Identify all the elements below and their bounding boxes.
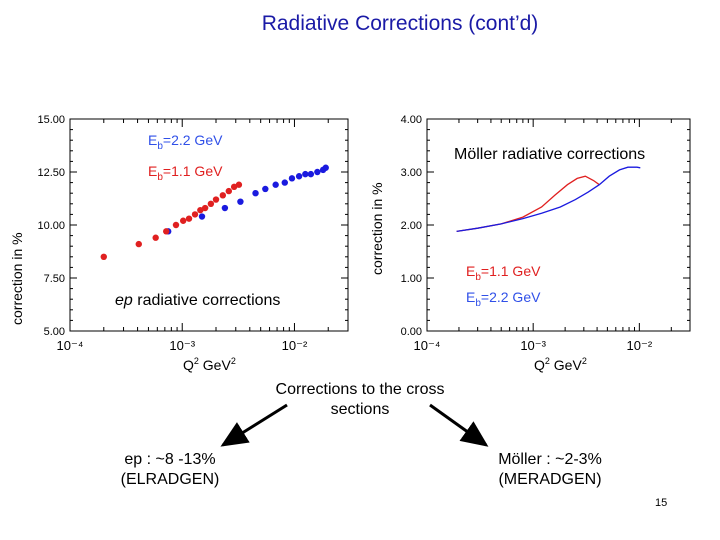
data-point [314, 168, 321, 176]
page-number: 15 [655, 497, 668, 509]
x-tick-label: 10⁻³ [169, 338, 195, 353]
legend-entry-2-2gev: Eb=2.2 GeV [466, 289, 541, 309]
y-tick-label: 4.00 [401, 114, 422, 126]
y-tick-label: 12.50 [37, 167, 65, 179]
y-axis-label: correction in % [369, 182, 385, 275]
data-point [262, 185, 269, 193]
data-point [219, 192, 227, 199]
moller-result-line2: (MERADGEN) [498, 471, 602, 488]
slide-title: Radiative Corrections (cont’d) [261, 12, 539, 35]
data-point [163, 228, 170, 235]
legend-entry-2-2gev: Eb=2.2 GeV [148, 132, 223, 152]
x-tick-label: 10⁻³ [520, 338, 546, 353]
data-point [191, 211, 199, 218]
ep-result: ep : ~8 -13% (ELRADGEN) [90, 450, 250, 490]
series-line [456, 166, 641, 233]
data-point [198, 213, 206, 220]
data-point [207, 200, 215, 207]
data-point [302, 170, 309, 178]
ep-annotation: ep radiative corrections [115, 292, 280, 309]
legend-entry-1-1gev: Eb=1.1 GeV [466, 263, 541, 283]
y-tick-label: 7.50 [44, 273, 65, 285]
y-tick-label: 3.00 [401, 167, 422, 179]
y-tick-label: 5.00 [44, 326, 65, 338]
moller-result: Möller : ~2-3% (MERADGEN) [470, 450, 630, 490]
y-tick-label: 10.00 [37, 220, 65, 232]
arrow-left [220, 403, 288, 447]
legend-entry-1-1gev: Eb=1.1 GeV [148, 163, 223, 183]
data-point [281, 179, 288, 186]
data-point [221, 204, 229, 212]
data-point [295, 173, 303, 180]
x-tick-label: 10⁻⁴ [414, 338, 441, 353]
center-caption: Corrections to the cross sections [275, 381, 445, 418]
x-tick-label: 10⁻² [627, 338, 653, 353]
data-point [322, 164, 329, 171]
data-point [179, 217, 187, 224]
arrow-right [429, 403, 489, 447]
y-tick-label: 15.00 [37, 114, 65, 126]
moller-annotation: Möller radiative corrections [454, 146, 645, 163]
data-point [237, 198, 244, 205]
ep-result-line2: (ELRADGEN) [120, 471, 220, 488]
moller-result-line1: Möller : ~2-3% [498, 451, 602, 468]
data-point [201, 204, 209, 212]
data-point [307, 170, 315, 178]
data-point [100, 253, 107, 260]
data-point [152, 234, 159, 241]
y-tick-label: 0.00 [401, 326, 422, 338]
y-axis-label: correction in % [9, 232, 25, 325]
ep-result-line1: ep : ~8 -13% [124, 451, 216, 468]
y-tick-label: 2.00 [401, 220, 422, 232]
moller-chart: correction in % 0.00 1.00 2.00 3.00 4.00 10⁻⁴… [369, 114, 691, 373]
x-tick-label: 10⁻⁴ [57, 338, 84, 353]
data-point [172, 221, 180, 229]
data-point [288, 175, 296, 182]
data-point [185, 215, 193, 222]
data-point [135, 240, 142, 248]
data-point [235, 181, 243, 188]
data-point [197, 206, 204, 214]
data-point [272, 181, 279, 188]
y-tick-label: 1.00 [401, 273, 422, 285]
data-point [230, 183, 238, 191]
data-point [212, 196, 220, 203]
ep-chart: correction in % 5.00 7.50 10.00 12.50 15.00 1… [9, 114, 349, 373]
x-tick-label: 10⁻² [282, 338, 308, 353]
data-point [252, 190, 259, 197]
data-point [225, 187, 232, 195]
